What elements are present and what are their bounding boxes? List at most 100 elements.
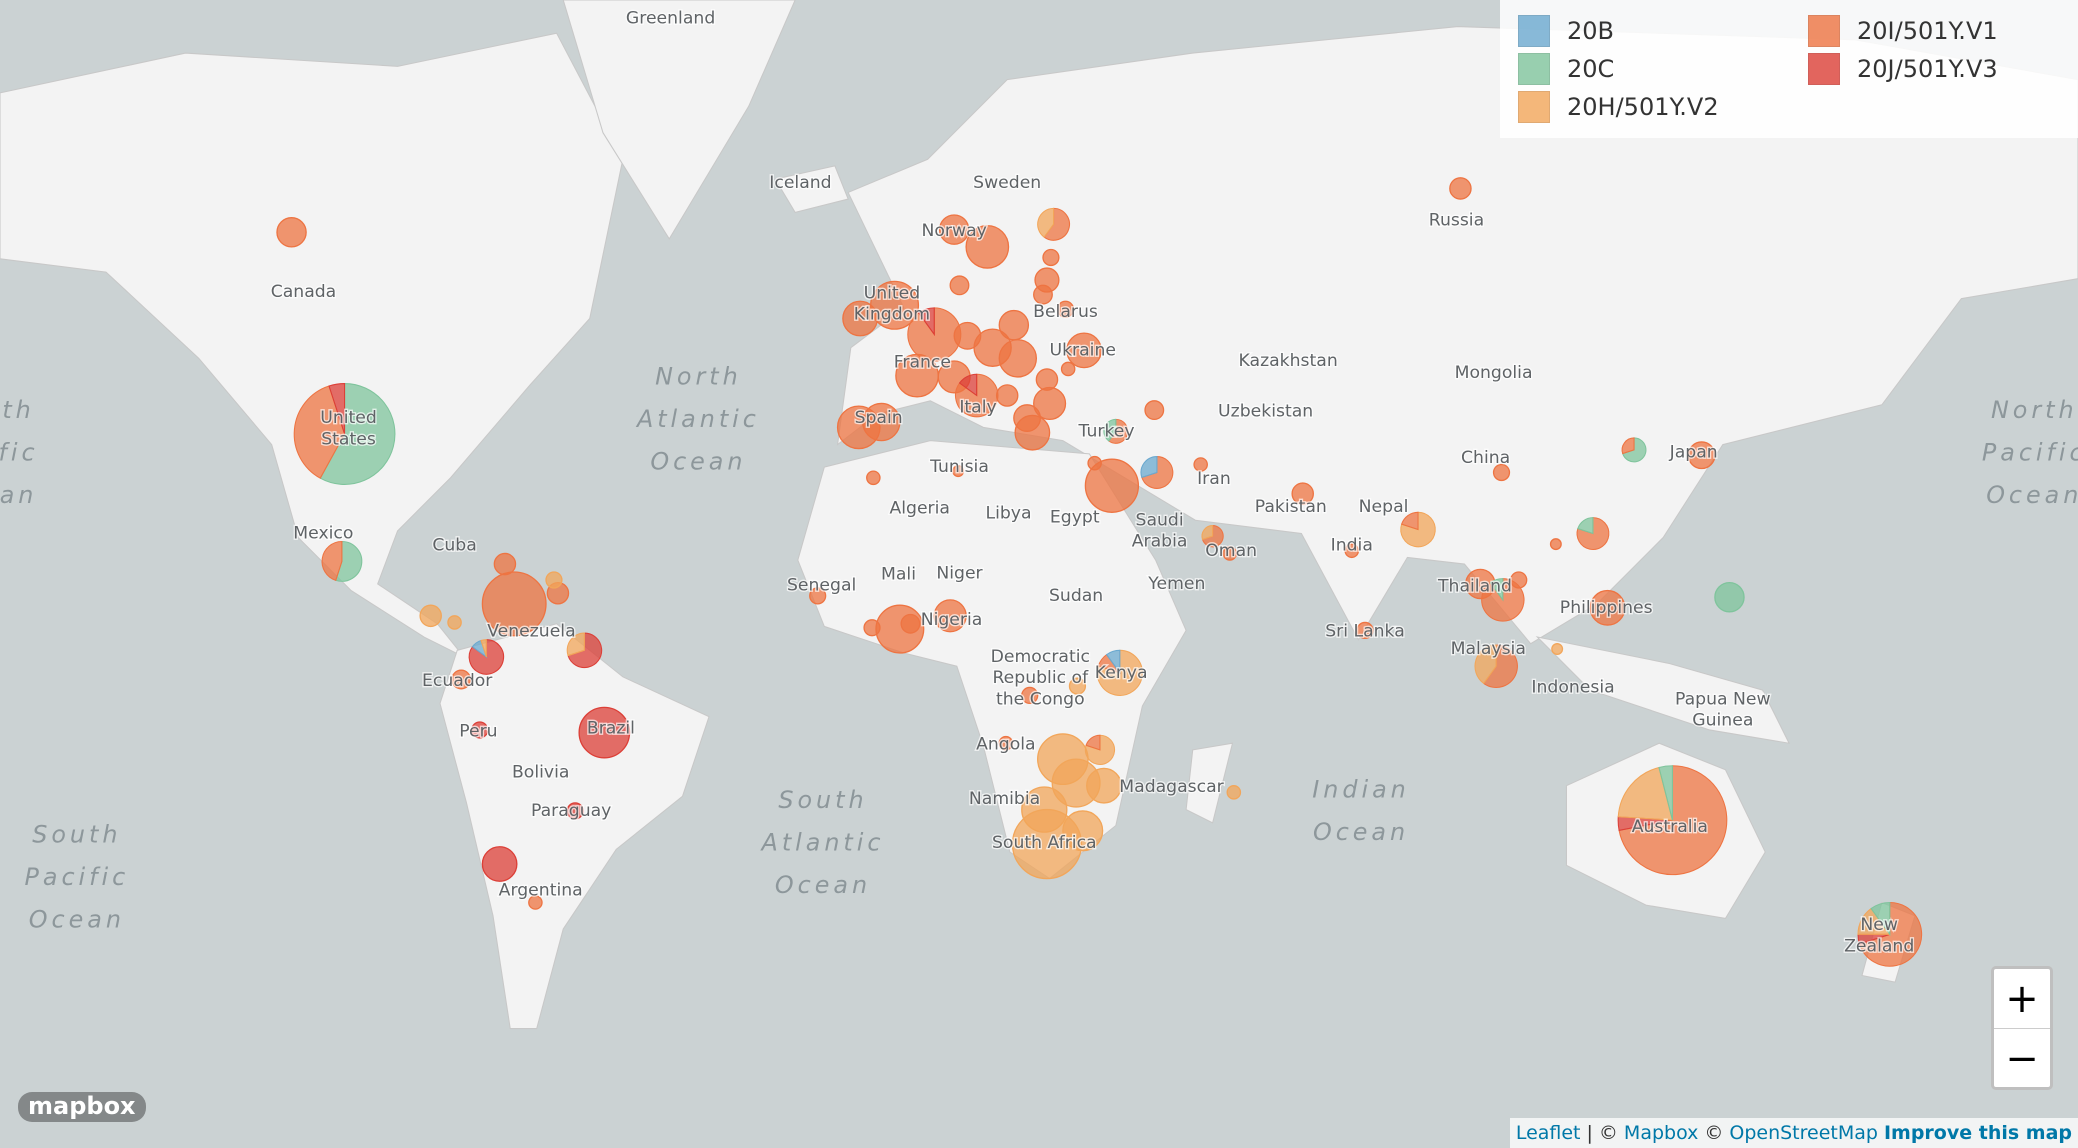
marker-slice xyxy=(1037,207,1055,238)
marker-slice xyxy=(907,307,962,362)
marker xyxy=(578,706,631,759)
place-label: Libya xyxy=(985,504,1031,524)
marker-slice xyxy=(1870,901,1891,936)
marker xyxy=(965,224,1010,269)
place-label: United xyxy=(320,408,377,428)
legend-item[interactable]: 20I/501Y.V1 xyxy=(1808,14,1998,48)
marker-slice xyxy=(566,632,585,657)
place-label: Thailand xyxy=(1437,577,1512,597)
marker-slice xyxy=(1201,525,1214,541)
legend-label: 20C xyxy=(1567,55,1615,83)
place-label: Sri Lanka xyxy=(1325,622,1405,642)
marker xyxy=(949,275,970,296)
ocean-label: Atlantic xyxy=(760,829,885,857)
marker xyxy=(1356,621,1374,640)
place-label: Greenland xyxy=(626,9,715,29)
place-label: Nigeria xyxy=(921,610,983,630)
place-label: United xyxy=(864,283,921,303)
legend: 20B 20C 20H/501Y.V2 20I/501Y.V1 20J/501Y.V3 xyxy=(1500,0,2078,138)
place-label: France xyxy=(894,352,951,372)
marker xyxy=(998,339,1038,378)
marker xyxy=(1033,386,1067,421)
marker xyxy=(995,384,1019,407)
marker xyxy=(1226,785,1242,800)
legend-item[interactable]: 20C xyxy=(1518,52,1614,86)
attribution-link[interactable]: Improve this map xyxy=(1883,1122,2072,1144)
place-label: Mongolia xyxy=(1455,363,1533,383)
marker-slice xyxy=(958,373,978,397)
marker xyxy=(1035,368,1059,391)
marker xyxy=(1068,677,1087,695)
marker xyxy=(471,721,489,739)
marker xyxy=(1056,300,1075,318)
place-label: Egypt xyxy=(1050,508,1100,528)
marker xyxy=(1042,248,1060,267)
place-label: Norway xyxy=(922,221,987,241)
place-label: China xyxy=(1461,448,1510,468)
ocean-label: Ocean xyxy=(775,871,871,899)
attribution: Leaflet | © Mapbox © OpenStreetMap Improve thi… xyxy=(1509,1118,2078,1148)
marker xyxy=(1084,458,1140,513)
attribution-text: © xyxy=(1704,1122,1724,1144)
marker-slice xyxy=(1858,901,1923,967)
marker xyxy=(1549,538,1562,551)
place-label: Namibia xyxy=(969,789,1040,809)
marker xyxy=(1687,441,1716,470)
marker xyxy=(1021,686,1039,705)
ocean-label: fic xyxy=(0,438,39,466)
zoom-out[interactable]: − xyxy=(2005,1035,2039,1082)
marker xyxy=(998,735,1014,751)
legend-item[interactable]: 20B xyxy=(1518,14,1614,48)
place-label: Republic of xyxy=(992,668,1089,688)
marker xyxy=(481,846,518,882)
marker xyxy=(1060,361,1076,377)
place-label: New xyxy=(1860,915,1898,935)
place-label: Sudan xyxy=(1049,586,1103,606)
marker-slice xyxy=(1108,418,1129,444)
marker-slice xyxy=(917,307,935,337)
zoom-in[interactable]: + xyxy=(1994,969,2050,1029)
marker xyxy=(419,604,442,628)
ocean-label: North xyxy=(1991,396,2078,424)
marker-slice xyxy=(1043,207,1071,241)
place-label: Democratic xyxy=(991,647,1090,667)
legend-swatch xyxy=(1518,91,1550,123)
marker xyxy=(1144,400,1165,421)
marker xyxy=(1449,177,1472,200)
marker-slice xyxy=(1103,418,1117,442)
marker-slice xyxy=(328,383,346,435)
place-label: Nepal xyxy=(1359,497,1409,517)
mapbox-logo[interactable]: mapbox xyxy=(18,1092,146,1122)
marker xyxy=(1291,482,1314,505)
marker-slice xyxy=(1474,644,1497,685)
place-label: South Africa xyxy=(992,833,1097,853)
marker-slice xyxy=(1658,765,1674,821)
legend-label: 20B xyxy=(1567,17,1615,45)
place-label: Arabia xyxy=(1132,531,1188,551)
marker xyxy=(447,615,462,630)
place-label: Zealand xyxy=(1844,936,1914,956)
place-label: Mexico xyxy=(293,524,353,544)
legend-label: 20H/501Y.V2 xyxy=(1567,93,1719,121)
place-label: Australia xyxy=(1632,817,1708,837)
marker xyxy=(1510,571,1528,589)
ocean-label: Ocean xyxy=(1986,481,2078,509)
attribution-link[interactable]: Leaflet xyxy=(1515,1122,1581,1144)
marker xyxy=(1222,546,1238,561)
place-label: Kingdom xyxy=(854,305,930,325)
marker xyxy=(1014,414,1051,451)
attribution-link[interactable]: OpenStreetMap xyxy=(1729,1122,1878,1144)
legend-item[interactable]: 20H/501Y.V2 xyxy=(1518,90,1719,124)
place-label: India xyxy=(1331,535,1373,555)
place-label: Madagascar xyxy=(1119,777,1224,797)
attribution-link[interactable]: Mapbox xyxy=(1623,1122,1699,1144)
marker-slice xyxy=(293,385,346,479)
legend-item[interactable]: 20J/501Y.V3 xyxy=(1808,52,1998,86)
place-label: Argentina xyxy=(499,881,583,901)
ocean-label: an xyxy=(0,481,37,509)
marker xyxy=(545,571,563,589)
place-label: Papua New xyxy=(1675,689,1771,709)
place-label: the Congo xyxy=(996,689,1085,709)
zoom-control: + − xyxy=(1991,966,2053,1090)
